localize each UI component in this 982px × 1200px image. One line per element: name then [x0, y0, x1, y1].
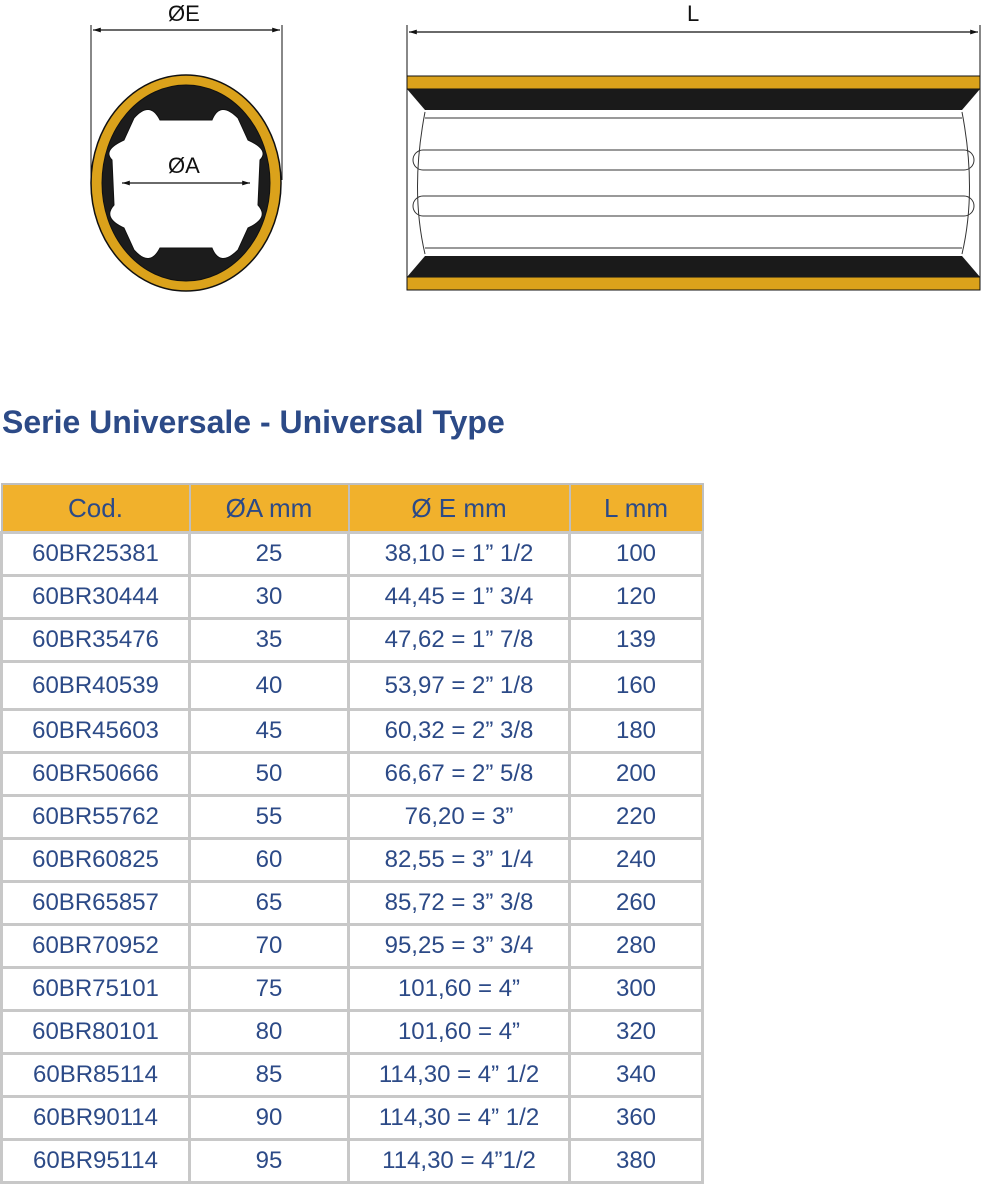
cell-code: 60BR70952: [0, 923, 191, 969]
cell-inner-diameter: 35: [188, 617, 350, 663]
cell-inner-diameter: 75: [188, 966, 350, 1012]
cell-inner-diameter: 60: [188, 837, 350, 883]
cell-code: 60BR85114: [0, 1052, 191, 1098]
cell-code: 60BR95114: [0, 1138, 191, 1184]
header-length: L mm: [568, 483, 704, 534]
header-outer-diameter: Ø E mm: [347, 483, 571, 534]
cell-length: 260: [568, 880, 704, 926]
cell-length: 280: [568, 923, 704, 969]
cell-code: 60BR25381: [0, 531, 191, 577]
cell-outer-diameter: 76,20 = 3”: [347, 794, 571, 840]
cell-length: 180: [568, 708, 704, 754]
cell-inner-diameter: 40: [188, 660, 350, 711]
fluted-bore: [108, 109, 264, 259]
cell-length: 160: [568, 660, 704, 711]
cell-outer-diameter: 53,97 = 2” 1/8: [347, 660, 571, 711]
cell-length: 320: [568, 1009, 704, 1055]
cell-outer-diameter: 114,30 = 4”1/2: [347, 1138, 571, 1184]
cell-inner-diameter: 25: [188, 531, 350, 577]
table-row: 60BR65857 65 85,72 = 3” 3/8 260: [0, 880, 704, 926]
cell-code: 60BR35476: [0, 617, 191, 663]
table-row: 60BR85114 85 114,30 = 4” 1/2 340: [0, 1052, 704, 1098]
cell-code: 60BR40539: [0, 660, 191, 711]
cell-inner-diameter: 80: [188, 1009, 350, 1055]
cell-inner-diameter: 95: [188, 1138, 350, 1184]
bearing-drawing: [90, 25, 981, 292]
cell-inner-diameter: 85: [188, 1052, 350, 1098]
cell-length: 139: [568, 617, 704, 663]
section-title: Serie Universale - Universal Type: [2, 404, 505, 440]
table-header: Cod. ØA mm Ø E mm L mm: [0, 483, 704, 534]
table-row: 60BR70952 70 95,25 = 3” 3/4 280: [0, 923, 704, 969]
cell-outer-diameter: 95,25 = 3” 3/4: [347, 923, 571, 969]
cell-inner-diameter: 65: [188, 880, 350, 926]
cell-outer-diameter: 85,72 = 3” 3/8: [347, 880, 571, 926]
cell-outer-diameter: 44,45 = 1” 3/4: [347, 574, 571, 620]
cell-code: 60BR75101: [0, 966, 191, 1012]
cell-length: 120: [568, 574, 704, 620]
table-row: 60BR45603 45 60,32 = 2” 3/8 180: [0, 708, 704, 754]
table-row: 60BR90114 90 114,30 = 4” 1/2 360: [0, 1095, 704, 1141]
cell-code: 60BR80101: [0, 1009, 191, 1055]
cell-code: 60BR50666: [0, 751, 191, 797]
cell-outer-diameter: 114,30 = 4” 1/2: [347, 1095, 571, 1141]
table-row: 60BR40539 40 53,97 = 2” 1/8 160: [0, 660, 704, 711]
cell-outer-diameter: 66,67 = 2” 5/8: [347, 751, 571, 797]
cell-outer-diameter: 101,60 = 4”: [347, 1009, 571, 1055]
table-row: 60BR60825 60 82,55 = 3” 1/4 240: [0, 837, 704, 883]
table-row: 60BR95114 95 114,30 = 4”1/2 380: [0, 1138, 704, 1184]
spec-table: Cod. ØA mm Ø E mm L mm 60BR25381 25 38,10 …: [0, 483, 704, 1184]
table-row: 60BR25381 25 38,10 = 1” 1/2 100: [0, 531, 704, 577]
cell-outer-diameter: 60,32 = 2” 3/8: [347, 708, 571, 754]
cell-code: 60BR65857: [0, 880, 191, 926]
cell-length: 360: [568, 1095, 704, 1141]
cell-outer-diameter: 101,60 = 4”: [347, 966, 571, 1012]
cell-code: 60BR45603: [0, 708, 191, 754]
table-row: 60BR50666 50 66,67 = 2” 5/8 200: [0, 751, 704, 797]
cell-outer-diameter: 47,62 = 1” 7/8: [347, 617, 571, 663]
cell-inner-diameter: 90: [188, 1095, 350, 1141]
cell-code: 60BR30444: [0, 574, 191, 620]
header-inner-diameter: ØA mm: [188, 483, 350, 534]
cell-length: 300: [568, 966, 704, 1012]
table-row: 60BR75101 75 101,60 = 4” 300: [0, 966, 704, 1012]
cell-code: 60BR90114: [0, 1095, 191, 1141]
table-row: 60BR80101 80 101,60 = 4” 320: [0, 1009, 704, 1055]
inner-diameter-label: ØA: [168, 153, 200, 178]
cell-inner-diameter: 55: [188, 794, 350, 840]
cell-inner-diameter: 50: [188, 751, 350, 797]
cell-inner-diameter: 45: [188, 708, 350, 754]
table-row: 60BR35476 35 47,62 = 1” 7/8 139: [0, 617, 704, 663]
cell-code: 60BR60825: [0, 837, 191, 883]
cell-outer-diameter: 82,55 = 3” 1/4: [347, 837, 571, 883]
cell-length: 200: [568, 751, 704, 797]
cell-outer-diameter: 114,30 = 4” 1/2: [347, 1052, 571, 1098]
table-row: 60BR55762 55 76,20 = 3” 220: [0, 794, 704, 840]
cell-length: 240: [568, 837, 704, 883]
cell-outer-diameter: 38,10 = 1” 1/2: [347, 531, 571, 577]
cell-length: 380: [568, 1138, 704, 1184]
end-view: [90, 25, 283, 292]
cell-length: 340: [568, 1052, 704, 1098]
length-label: L: [687, 1, 700, 26]
outer-diameter-label: ØE: [168, 1, 200, 26]
table-row: 60BR30444 30 44,45 = 1” 3/4 120: [0, 574, 704, 620]
side-view: [406, 25, 981, 291]
cell-code: 60BR55762: [0, 794, 191, 840]
cell-inner-diameter: 70: [188, 923, 350, 969]
cell-length: 100: [568, 531, 704, 577]
cell-length: 220: [568, 794, 704, 840]
header-code: Cod.: [0, 483, 191, 534]
cell-inner-diameter: 30: [188, 574, 350, 620]
